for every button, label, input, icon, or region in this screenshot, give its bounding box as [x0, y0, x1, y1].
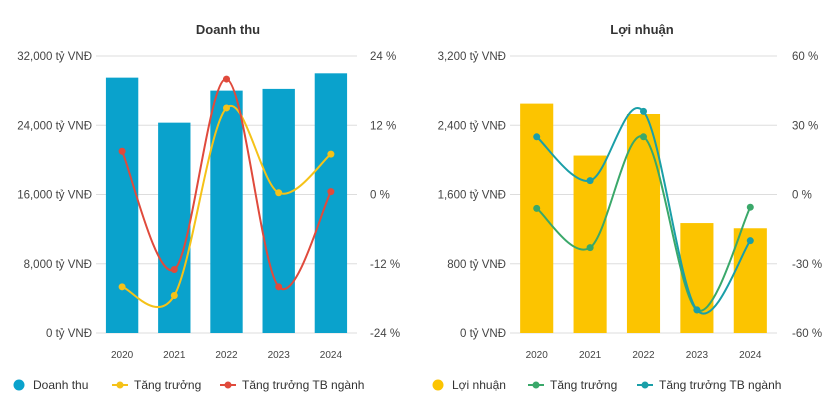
revenue-legend-label: Doanh thu [33, 378, 88, 392]
revenue-point-industry-2021[interactable] [170, 266, 178, 274]
revenue-chart: Doanh thu 0 tỷ VNĐ -24 % 8,000 tỷ VNĐ -12 % 1… [13, 22, 400, 392]
profit-legend-label: Tăng trưởng TB ngành [659, 378, 781, 392]
profit-bar-2024[interactable] [733, 228, 767, 333]
profit-y-tick-label: 1,600 tỷ VNĐ [438, 190, 506, 202]
profit-bar-2020[interactable] [520, 103, 554, 333]
profit-point-industry-2024[interactable] [746, 237, 754, 245]
profit-point-industry-2021[interactable] [586, 177, 594, 185]
revenue-chart-title: Doanh thu [196, 22, 260, 37]
revenue-legend-label: Tăng trưởng TB ngành [242, 378, 364, 392]
profit-y2-tick-label: 60 % [792, 51, 818, 63]
revenue-point-growth-2021[interactable] [170, 291, 178, 299]
profit-chart: Lợi nhuận 0 tỷ VNĐ -60 % 800 tỷ VNĐ -30 % 1,6… [432, 22, 822, 392]
profit-x-tick-label: 2022 [632, 350, 655, 361]
profit-point-industry-2022[interactable] [640, 107, 647, 115]
revenue-bar-2020[interactable] [105, 77, 139, 333]
revenue-legend-label: Tăng trưởng [134, 378, 201, 392]
profit-y-tick-label: 3,200 tỷ VNĐ [438, 51, 506, 63]
profit-y2-tick-label: -60 % [792, 328, 822, 340]
revenue-x-tick-label: 2020 [111, 350, 134, 361]
revenue-y-tick-label: 0 tỷ VNĐ [46, 328, 92, 340]
profit-x-tick-label: 2021 [579, 350, 602, 361]
profit-legend-item[interactable]: Lợi nhuận [432, 378, 506, 392]
profit-point-growth-2024[interactable] [746, 203, 754, 211]
revenue-x-tick-label: 2022 [215, 350, 238, 361]
profit-y2-tick-label: 0 % [792, 190, 812, 202]
revenue-bar-2022[interactable] [210, 90, 243, 333]
profit-bar-2022[interactable] [626, 113, 661, 333]
revenue-y2-tick-label: -24 % [370, 328, 400, 340]
profit-point-industry-2020[interactable] [533, 133, 541, 141]
profit-y2-tick-label: 30 % [792, 120, 818, 132]
profit-legend-dot [432, 379, 444, 391]
profit-point-industry-2023[interactable] [693, 306, 701, 314]
profit-legend-marker [641, 381, 649, 389]
profit-y-tick-label: 0 tỷ VNĐ [460, 328, 506, 340]
revenue-legend-marker [116, 381, 124, 389]
revenue-y-tick-label: 24,000 tỷ VNĐ [17, 120, 92, 132]
profit-legend-label: Tăng trưởng [550, 378, 617, 392]
profit-point-growth-2022[interactable] [640, 133, 647, 141]
revenue-x-tick-label: 2024 [320, 350, 343, 361]
profit-line-industry-growth[interactable] [536, 107, 752, 315]
revenue-point-growth-2023[interactable] [275, 189, 283, 197]
revenue-y2-tick-label: -12 % [370, 259, 400, 271]
profit-x-tick-label: 2020 [526, 350, 549, 361]
revenue-legend-item[interactable]: Tăng trưởng TB ngành [220, 378, 364, 392]
profit-point-growth-2021[interactable] [586, 244, 594, 252]
profit-chart-title: Lợi nhuận [610, 22, 673, 37]
revenue-point-industry-2020[interactable] [118, 147, 126, 155]
revenue-legend-item[interactable]: Tăng trưởng [112, 378, 201, 392]
profit-legend-label: Lợi nhuận [452, 378, 506, 392]
revenue-y2-tick-label: 24 % [370, 51, 396, 63]
revenue-point-growth-2022[interactable] [223, 104, 230, 112]
revenue-point-industry-2024[interactable] [327, 188, 335, 196]
profit-legend-marker [532, 381, 540, 389]
revenue-line-growth[interactable] [121, 104, 332, 309]
revenue-y-tick-label: 16,000 tỷ VNĐ [17, 190, 92, 202]
profit-y2-tick-label: -30 % [792, 259, 822, 271]
revenue-point-industry-2023[interactable] [275, 283, 283, 291]
profit-y-tick-label: 800 tỷ VNĐ [447, 259, 506, 271]
revenue-legend-item[interactable]: Doanh thu [13, 378, 89, 392]
profit-x-tick-label: 2023 [686, 350, 709, 361]
revenue-bar-2024[interactable] [314, 73, 348, 333]
revenue-legend-marker [224, 381, 232, 389]
revenue-bar-2023[interactable] [262, 88, 295, 333]
profit-legend-item[interactable]: Tăng trưởng [528, 378, 617, 392]
revenue-point-industry-2022[interactable] [223, 75, 230, 83]
profit-legend-item[interactable]: Tăng trưởng TB ngành [637, 378, 781, 392]
revenue-point-growth-2024[interactable] [327, 150, 335, 158]
revenue-y2-tick-label: 0 % [370, 190, 390, 202]
revenue-legend-dot [13, 379, 25, 391]
revenue-x-tick-label: 2021 [163, 350, 186, 361]
revenue-x-tick-label: 2023 [268, 350, 291, 361]
profit-y-tick-label: 2,400 tỷ VNĐ [438, 120, 506, 132]
revenue-bar-2021[interactable] [158, 122, 191, 333]
revenue-point-growth-2020[interactable] [118, 283, 126, 291]
revenue-y-tick-label: 8,000 tỷ VNĐ [24, 259, 92, 271]
revenue-y-tick-label: 32,000 tỷ VNĐ [17, 51, 92, 63]
revenue-y2-tick-label: 12 % [370, 120, 396, 132]
profit-x-tick-label: 2024 [739, 350, 762, 361]
profit-point-growth-2020[interactable] [533, 204, 541, 212]
